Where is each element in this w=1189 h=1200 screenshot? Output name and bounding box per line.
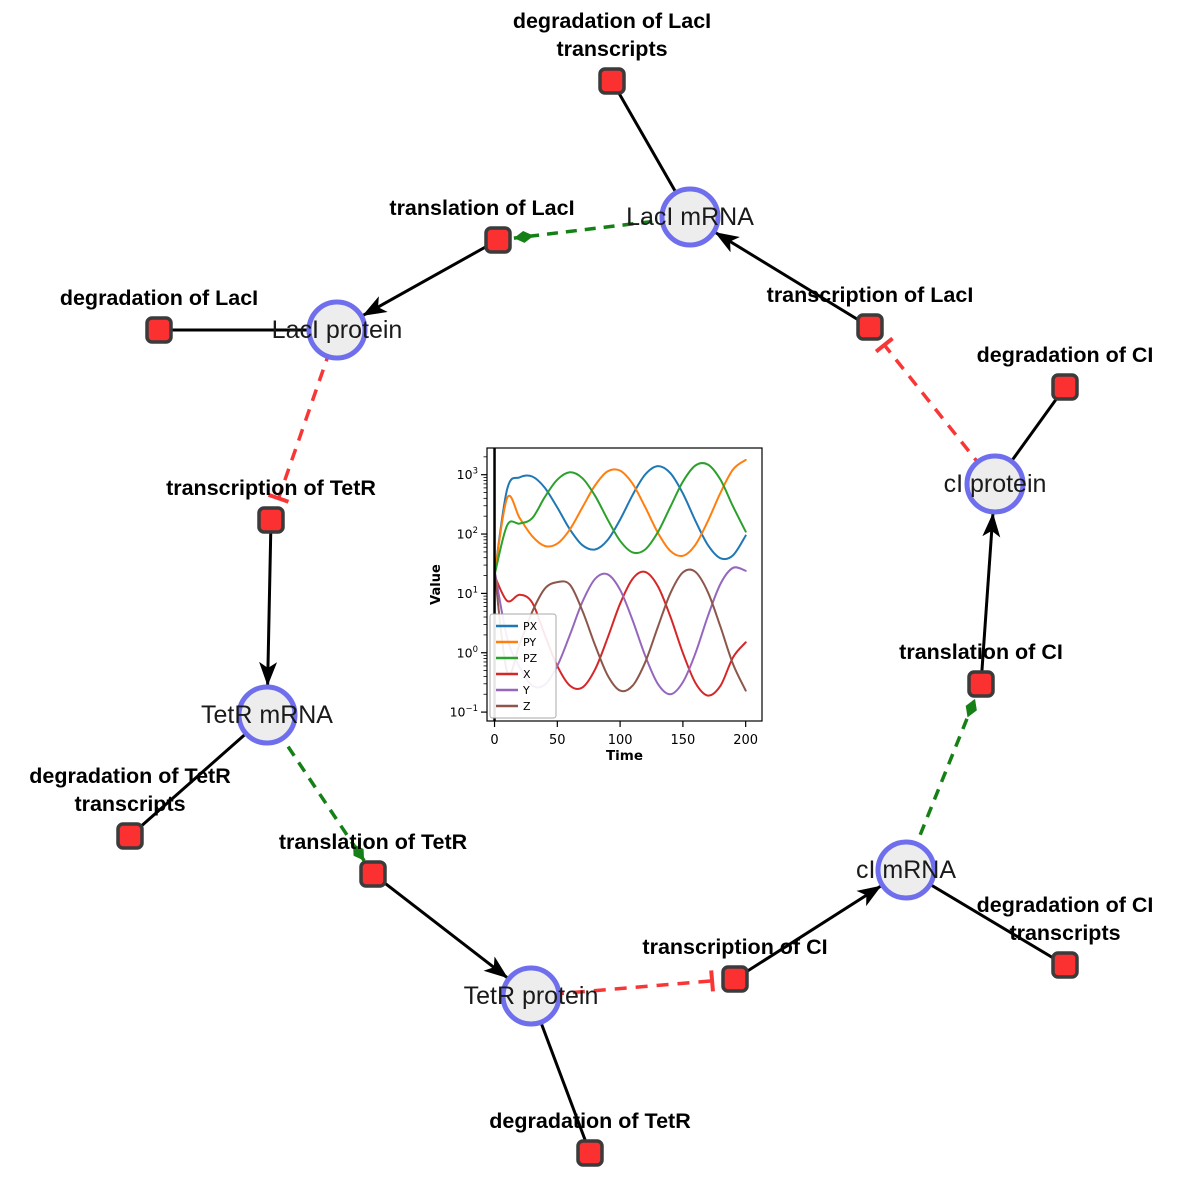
species-node-tetr-protein <box>500 965 562 1027</box>
nodes-layer <box>116 67 1079 1167</box>
series-line-X <box>493 570 747 697</box>
reaction-label-deg-laci: degradation of LacI <box>60 286 258 310</box>
inset-timeseries-chart: 10−1 100 101 102 103 0 50 100 150 200 Time Value PX P… <box>427 437 775 767</box>
reaction-node-deg-tetr-transcripts <box>116 822 144 850</box>
reaction-node-deg-laci <box>145 316 173 344</box>
series-line-Z <box>493 568 747 693</box>
series-line-PY <box>493 458 747 577</box>
reaction-node-transcription-tetr <box>257 506 285 534</box>
reaction-node-deg-ci-transcripts <box>1051 951 1079 979</box>
x-tick-label-200: 200 <box>733 733 758 748</box>
legend-label-X: X <box>523 668 531 681</box>
reaction-node-translation-tetr <box>359 860 387 888</box>
reaction-label-deg-tetr-transcripts: degradation of TetR transcripts <box>29 764 231 816</box>
reaction-node-deg-ci <box>1051 373 1079 401</box>
legend-label-PZ: PZ <box>523 652 538 665</box>
legend-box <box>489 613 557 719</box>
plot-spines <box>486 447 763 722</box>
edge-produce-transcription-tetr-to-tetr-mrna <box>259 519 278 687</box>
x-tick-label-150: 150 <box>670 733 695 748</box>
reaction-label-translation-laci: translation of LacI <box>389 196 574 220</box>
reaction-label-deg-ci: degradation of CI <box>977 343 1154 367</box>
edge-produce-translation-tetr-to-tetr-protein <box>372 872 509 979</box>
edge-produce-translation-ci-to-ci-protein <box>979 512 1001 685</box>
species-node-tetr-mrna <box>236 684 298 746</box>
species-label-ci-mrna: cI mRNA <box>856 856 956 884</box>
reaction-label-translation-ci: translation of CI <box>899 640 1063 664</box>
series-line-PZ <box>493 462 747 577</box>
x-tick-label-100: 100 <box>608 733 633 748</box>
reaction-label-translation-tetr: translation of TetR <box>279 830 468 854</box>
reaction-label-deg-ci-transcripts: degradation of CI transcripts <box>977 893 1154 945</box>
edge-produce-transcription-laci-to-laci-mrna <box>714 231 871 329</box>
edge-template-ci-mrna-to-translation-ci <box>904 698 977 871</box>
reaction-node-transcription-ci <box>721 965 749 993</box>
y-axis-label: Value <box>429 564 444 605</box>
species-node-ci-protein <box>964 453 1026 515</box>
x-axis-label: Time <box>606 748 643 764</box>
reaction-node-translation-laci <box>484 226 512 254</box>
x-tick-label-0: 0 <box>490 733 498 748</box>
series-layer <box>493 458 747 697</box>
species-label-laci-mrna: LacI mRNA <box>626 203 754 231</box>
species-node-laci-protein <box>306 299 368 361</box>
species-node-ci-mrna <box>875 839 937 901</box>
reaction-node-deg-laci-transcripts <box>598 67 626 95</box>
legend-label-PX: PX <box>523 620 538 633</box>
reaction-label-deg-laci-transcripts: degradation of LacI transcripts <box>513 9 711 61</box>
species-label-laci-protein: LacI protein <box>272 316 403 344</box>
x-tick-label-50: 50 <box>549 733 566 748</box>
reaction-label-transcription-laci: transcription of LacI <box>767 283 974 307</box>
reaction-node-transcription-laci <box>856 313 884 341</box>
series-line-PX <box>493 465 747 577</box>
labels-layer: degradation of LacI transcripts translatio… <box>29 9 1153 1133</box>
legend-label-Z: Z <box>523 700 531 713</box>
legend-label-PY: PY <box>523 636 536 649</box>
legend: PX PY PZ XYZ <box>489 613 557 719</box>
species-label-tetr-mrna: TetR mRNA <box>201 701 333 729</box>
species-label-ci-protein: cI protein <box>944 470 1047 498</box>
reaction-label-deg-tetr: degradation of TetR <box>489 1109 691 1133</box>
species-label-tetr-protein: TetR protein <box>464 982 599 1010</box>
species-node-laci-mrna <box>659 186 721 248</box>
edge-consume-ci-mrna-to-deg-ci-transcripts <box>905 868 1066 967</box>
edge-produce-transcription-ci-to-ci-mrna <box>734 884 882 981</box>
reaction-node-deg-tetr <box>576 1139 604 1167</box>
reaction-label-transcription-ci: transcription of CI <box>642 935 827 959</box>
edge-produce-translation-laci-to-laci-protein <box>362 238 499 317</box>
legend-label-Y: Y <box>522 684 530 697</box>
reaction-label-transcription-tetr: transcription of TetR <box>166 476 376 500</box>
reaction-node-translation-ci <box>967 670 995 698</box>
